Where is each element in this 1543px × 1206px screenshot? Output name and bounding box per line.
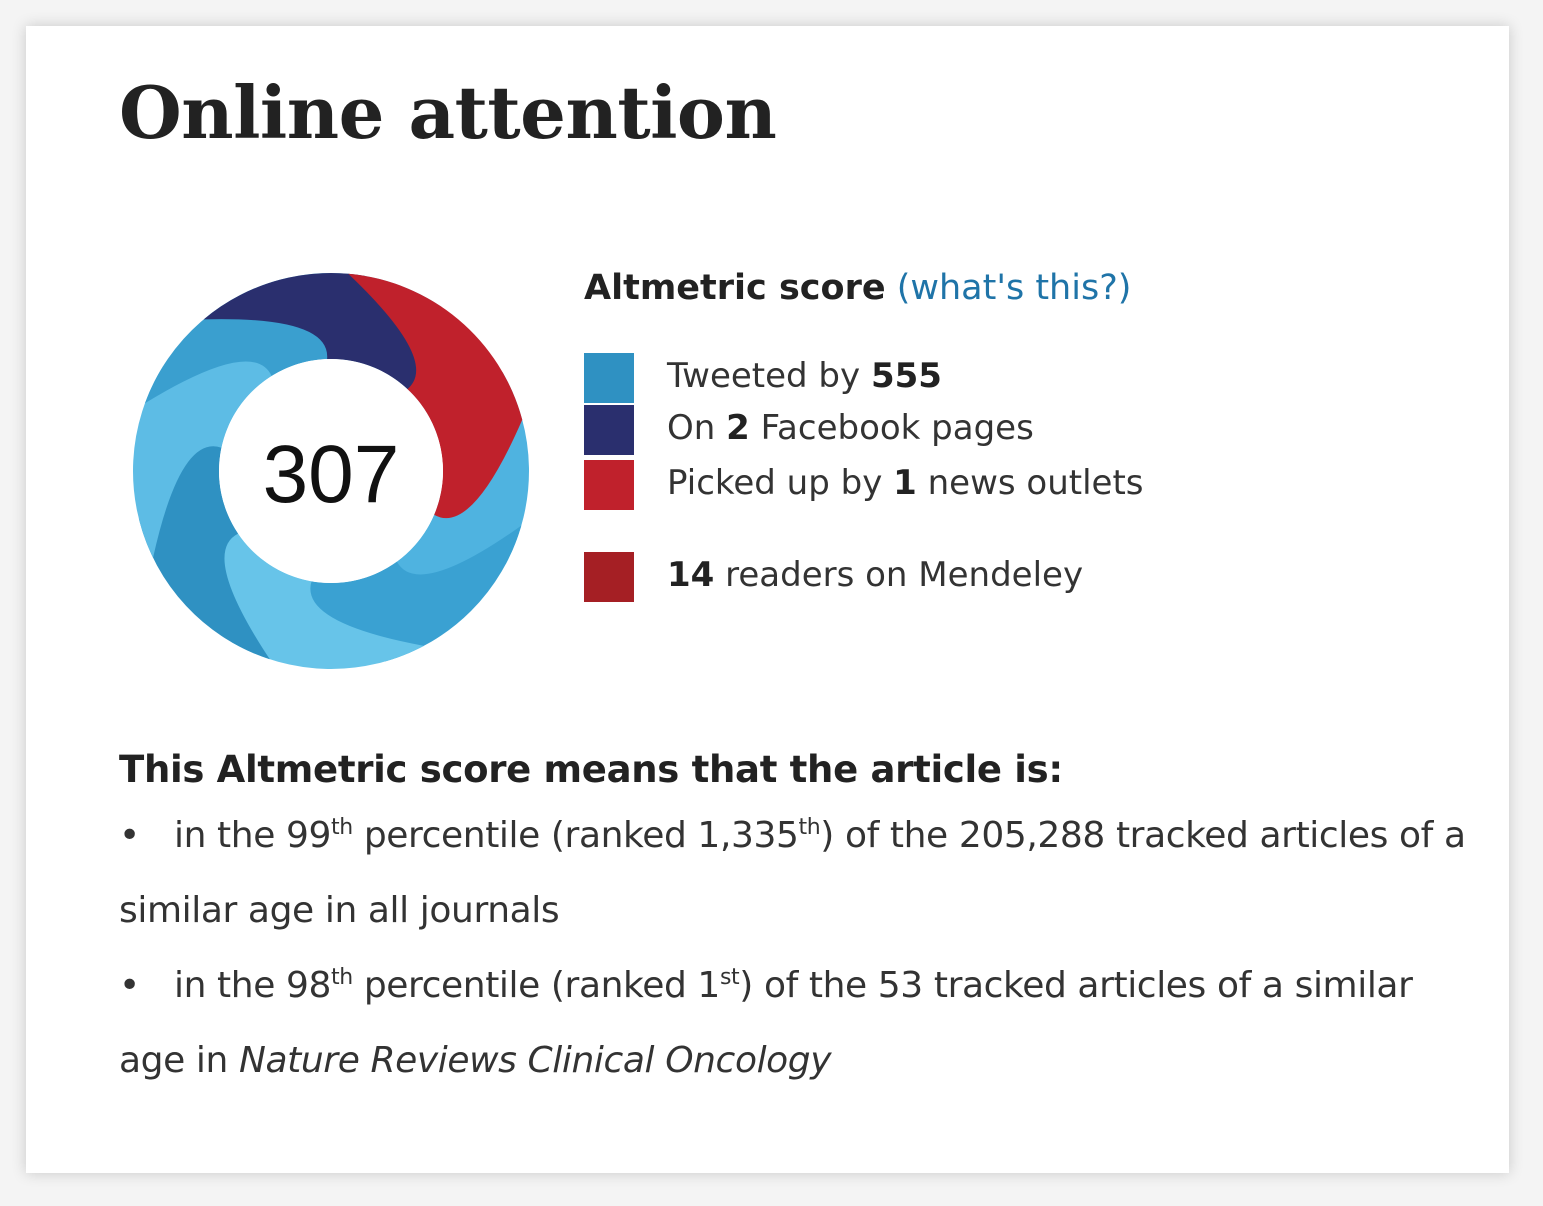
twitter-swatch bbox=[584, 353, 634, 403]
altmetric-score-label: Altmetric score bbox=[584, 268, 886, 308]
percentile-item-journal: • in the 98th percentile (ranked 1st) of … bbox=[119, 948, 1489, 1098]
twitter-segment bbox=[133, 344, 293, 558]
score-meaning-heading: This Altmetric score means that the arti… bbox=[119, 748, 1063, 791]
panel-title: Online attention bbox=[119, 70, 777, 155]
altmetric-donut-graphic: 307 bbox=[133, 273, 529, 669]
journal-name: Nature Reviews Clinical Oncology bbox=[238, 1040, 832, 1081]
legend-label-twitter: Tweeted by 555 bbox=[667, 356, 942, 396]
donut-center bbox=[219, 359, 443, 583]
facebook-swatch bbox=[584, 405, 634, 455]
score-meaning-section: This Altmetric score means that the arti… bbox=[119, 742, 1489, 1098]
online-attention-panel: Online attention 307 Altmetric score bbox=[26, 26, 1509, 1173]
twitter-segment bbox=[376, 372, 529, 592]
legend-label-facebook: On 2 Facebook pages bbox=[667, 408, 1034, 448]
twitter-segment bbox=[207, 512, 424, 669]
altmetric-score-heading: Altmetric score (what's this?) bbox=[584, 268, 1131, 308]
news-swatch bbox=[584, 460, 634, 510]
altmetric-donut[interactable]: 307 bbox=[118, 258, 544, 684]
mendeley-swatch bbox=[584, 552, 634, 602]
bullet-icon: • bbox=[119, 815, 140, 856]
legend-label-mendeley: 14 readers on Mendeley bbox=[667, 555, 1084, 595]
facebook-segment bbox=[203, 273, 425, 397]
legend-label-news: Picked up by 1 news outlets bbox=[667, 463, 1144, 503]
whats-this-link[interactable]: (what's this?) bbox=[896, 268, 1132, 308]
bullet-icon: • bbox=[119, 965, 140, 1006]
altmetric-score-value: 307 bbox=[263, 429, 400, 520]
percentile-item-all-journals: • in the 99th percentile (ranked 1,335th)… bbox=[119, 798, 1489, 948]
news-segment bbox=[348, 273, 523, 519]
